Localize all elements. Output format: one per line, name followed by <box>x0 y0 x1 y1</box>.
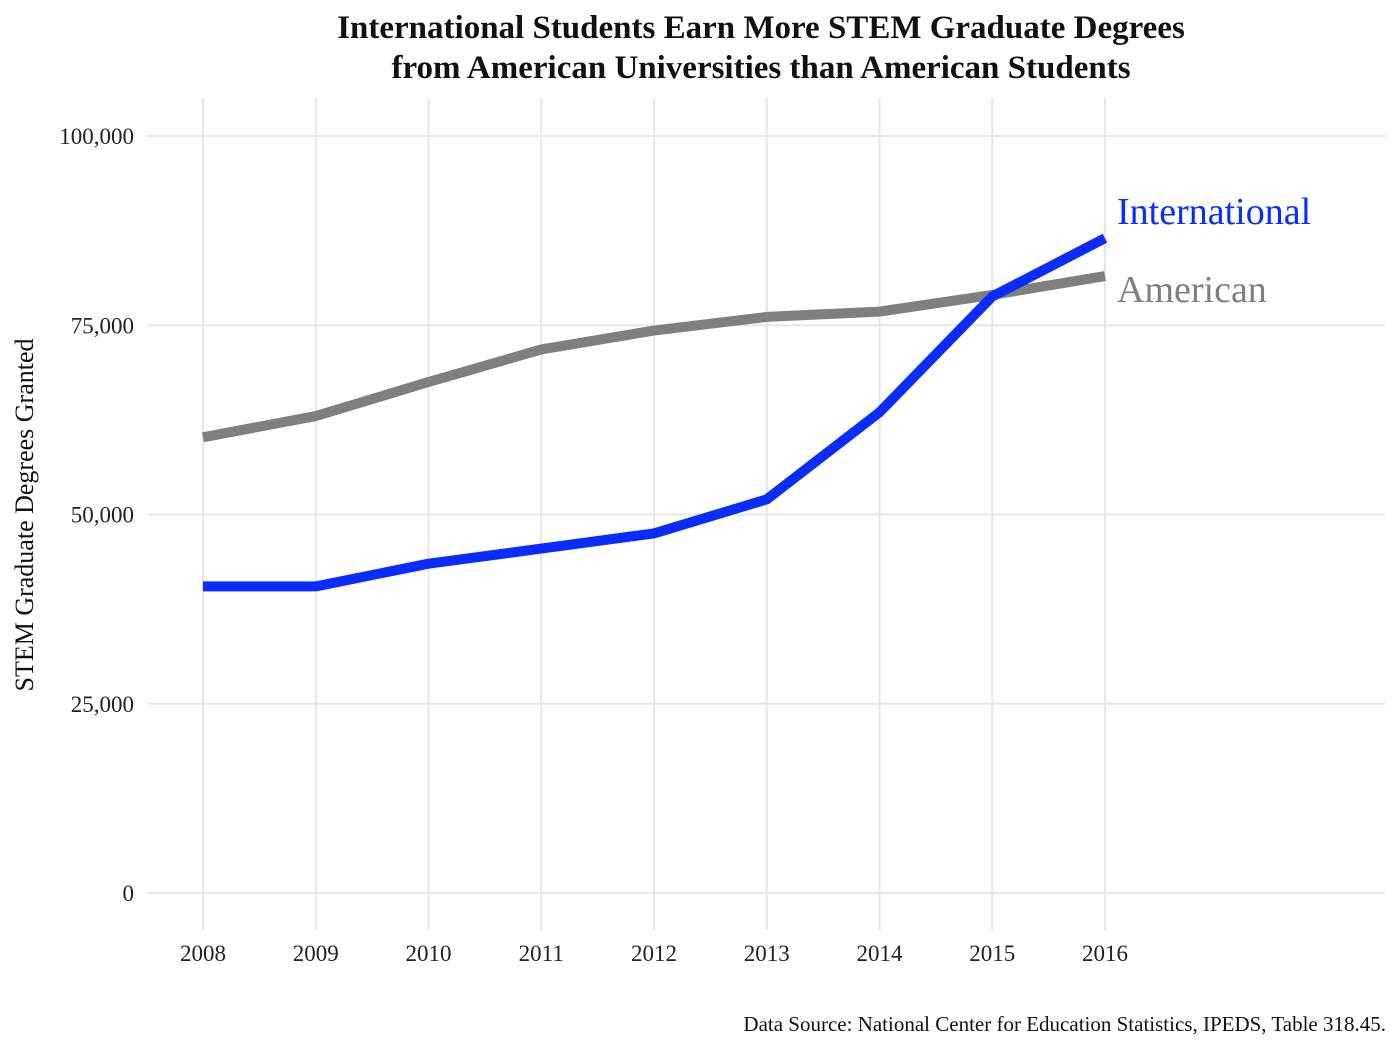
chart-title-line-2: from American Universities than American… <box>391 50 1131 86</box>
axis-ticks: 0 25,000 50,000 75,000 100,000 2008 2009 2010 20… <box>59 124 1128 966</box>
series-lines <box>202 233 1108 592</box>
x-tick-label: 2015 <box>969 941 1015 966</box>
chart-title-line-1: International Students Earn More STEM Gr… <box>337 10 1185 46</box>
x-tick-label: 2009 <box>293 941 339 966</box>
series-line-international <box>203 233 1108 592</box>
series-labels: American International <box>1117 191 1311 311</box>
y-axis-label: STEM Graduate Degrees Granted <box>10 338 39 691</box>
series-label-international: International <box>1117 191 1311 233</box>
x-tick-label: 2011 <box>519 941 564 966</box>
gridlines <box>148 98 1385 930</box>
y-tick-label: 75,000 <box>71 313 134 338</box>
x-tick-label: 2010 <box>406 941 452 966</box>
y-tick-label: 50,000 <box>71 503 134 528</box>
x-tick-label: 2013 <box>744 941 790 966</box>
chart-title: International Students Earn More STEM Gr… <box>0 8 1400 88</box>
x-tick-label: 2016 <box>1082 941 1128 966</box>
x-tick-label: 2012 <box>631 941 677 966</box>
series-label-american: American <box>1117 269 1267 311</box>
y-tick-label: 100,000 <box>59 124 134 149</box>
x-tick-label: 2008 <box>180 941 226 966</box>
y-tick-label: 0 <box>123 881 135 906</box>
y-tick-label: 25,000 <box>71 692 134 717</box>
x-tick-label: 2014 <box>857 941 904 966</box>
data-source-note: Data Source: National Center for Educati… <box>743 1012 1386 1036</box>
series-line-american <box>202 271 1106 443</box>
